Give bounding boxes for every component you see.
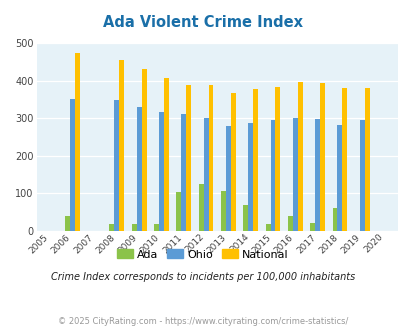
Bar: [297, 82, 302, 231]
Bar: [119, 60, 124, 231]
Bar: [270, 120, 275, 231]
Legend: Ada, Ohio, National: Ada, Ohio, National: [113, 245, 292, 264]
Bar: [364, 88, 369, 231]
Bar: [341, 88, 346, 231]
Bar: [247, 123, 252, 231]
Bar: [243, 205, 247, 231]
Bar: [275, 87, 279, 231]
Bar: [314, 119, 319, 231]
Bar: [332, 209, 337, 231]
Bar: [109, 224, 114, 231]
Bar: [65, 216, 70, 231]
Bar: [203, 118, 208, 231]
Bar: [136, 107, 141, 231]
Bar: [154, 224, 159, 231]
Bar: [164, 78, 168, 231]
Bar: [114, 100, 119, 231]
Bar: [319, 83, 324, 231]
Bar: [176, 192, 181, 231]
Bar: [252, 89, 258, 231]
Bar: [198, 184, 203, 231]
Bar: [181, 115, 186, 231]
Bar: [337, 125, 341, 231]
Bar: [225, 126, 230, 231]
Bar: [359, 120, 364, 231]
Bar: [159, 113, 164, 231]
Bar: [309, 223, 314, 231]
Text: © 2025 CityRating.com - https://www.cityrating.com/crime-statistics/: © 2025 CityRating.com - https://www.city…: [58, 317, 347, 326]
Bar: [70, 99, 75, 231]
Bar: [141, 69, 146, 231]
Text: Ada Violent Crime Index: Ada Violent Crime Index: [103, 15, 302, 30]
Bar: [292, 118, 297, 231]
Bar: [265, 224, 270, 231]
Bar: [75, 53, 79, 231]
Bar: [132, 224, 136, 231]
Bar: [220, 191, 225, 231]
Bar: [230, 93, 235, 231]
Bar: [208, 85, 213, 231]
Bar: [287, 216, 292, 231]
Bar: [186, 85, 191, 231]
Text: Crime Index corresponds to incidents per 100,000 inhabitants: Crime Index corresponds to incidents per…: [51, 272, 354, 282]
